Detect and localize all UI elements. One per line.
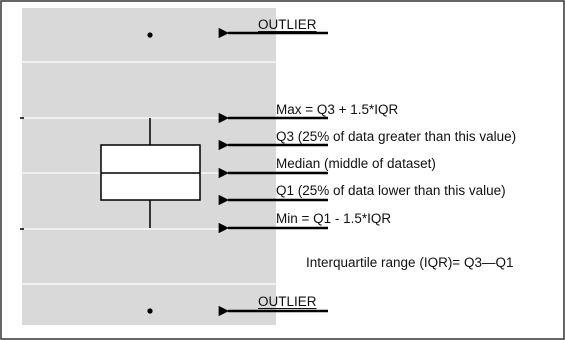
label-q1: Q1 (25% of data lower than this value) [276,183,506,198]
label-max: Max = Q3 + 1.5*IQR [276,102,399,117]
box-plot [100,118,201,228]
label-min: Min = Q1 - 1.5*IQR [276,211,392,226]
label-outlier-top: OUTLIER [258,17,317,32]
label-q3: Q3 (25% of data greater than this value) [276,129,517,144]
arrows [218,27,328,317]
outlier-point-top [147,32,153,38]
label-iqr: Interquartile range (IQR)= Q3—Q1 [306,255,514,270]
label-outlier-bottom: OUTLIER [258,294,317,309]
axis-ticks [20,117,24,230]
label-median: Median (middle of dataset) [276,156,436,171]
outlier-point-bottom [147,308,153,314]
